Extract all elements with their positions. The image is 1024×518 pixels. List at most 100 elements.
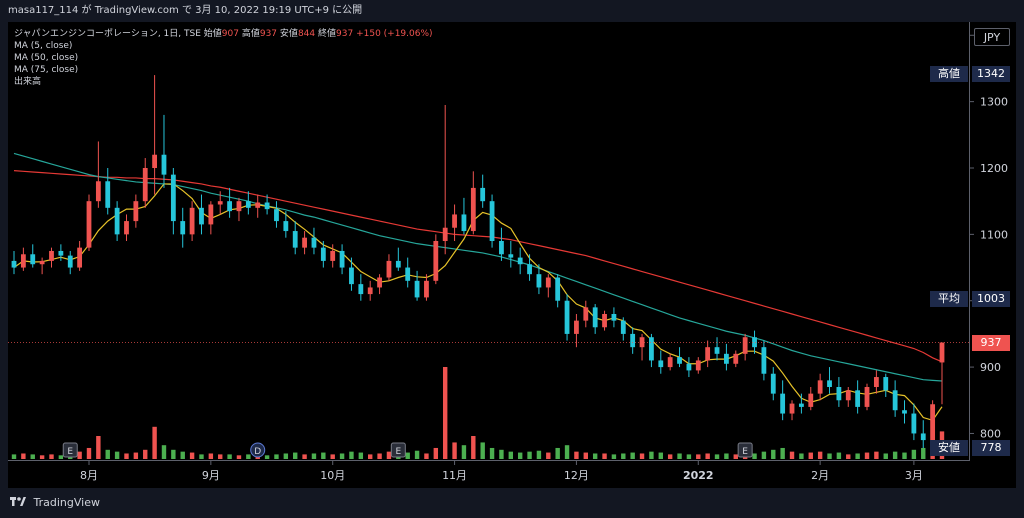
volume-bar bbox=[114, 451, 120, 459]
legend-ma50[interactable]: MA (50, close) bbox=[14, 53, 79, 63]
volume-bar bbox=[639, 453, 645, 459]
candle-body bbox=[892, 390, 898, 411]
volume-bar bbox=[686, 454, 692, 459]
volume-bar bbox=[386, 451, 392, 459]
legend-open-label: 始値 bbox=[203, 29, 222, 39]
plot-pane[interactable]: E D E E ジャパンエンジンコーポレーション, 1日, TSE 始値907 高値9… bbox=[8, 22, 970, 460]
low-value-tag: 778 bbox=[972, 440, 1010, 457]
time-axis[interactable]: 8月 9月 10月 11月 12月 2022 2月 3月 bbox=[8, 460, 970, 488]
candle-body bbox=[405, 267, 411, 281]
event-letter: E bbox=[395, 447, 401, 457]
candle-body bbox=[39, 260, 45, 265]
legend-change: +150 (+19.06%) bbox=[356, 29, 433, 39]
volume-bar bbox=[311, 453, 317, 459]
volume-bar bbox=[39, 455, 45, 459]
candle-body bbox=[902, 410, 907, 414]
candle-body bbox=[236, 201, 242, 212]
ma50-line bbox=[13, 152, 943, 382]
volume-bar bbox=[799, 453, 804, 459]
legend-low-label: 安値 bbox=[279, 29, 298, 39]
legend-volume[interactable]: 出来高 bbox=[14, 77, 42, 87]
candle-body bbox=[227, 201, 232, 212]
volume-bar bbox=[377, 453, 382, 459]
candle-body bbox=[667, 357, 673, 368]
candle-body bbox=[780, 393, 786, 414]
candle-body bbox=[930, 404, 936, 441]
candle-body bbox=[339, 250, 345, 268]
volume-bar bbox=[724, 453, 729, 459]
chart-area[interactable]: E D E E ジャパンエンジンコーポレーション, 1日, TSE 始値907 高値9… bbox=[8, 22, 1016, 488]
legend-ma5[interactable]: MA (5, close) bbox=[14, 41, 73, 51]
volume-bar bbox=[836, 452, 842, 459]
currency-button[interactable]: JPY bbox=[974, 28, 1010, 46]
candle-body bbox=[274, 209, 279, 222]
candle-body bbox=[649, 337, 654, 361]
volume-bar bbox=[583, 452, 588, 459]
legend: ジャパンエンジンコーポレーション, 1日, TSE 始値907 高値937 安値… bbox=[14, 28, 433, 88]
candle-body bbox=[555, 277, 561, 301]
high-label-tag: 高値 bbox=[930, 65, 968, 82]
volume-bar bbox=[349, 451, 354, 459]
candle-body bbox=[170, 174, 176, 222]
candle-body bbox=[583, 307, 589, 321]
volume-bar bbox=[546, 452, 551, 459]
earnings-event-marker[interactable]: E bbox=[62, 442, 78, 458]
event-badge bbox=[390, 442, 406, 458]
candle-body bbox=[133, 201, 139, 222]
candle-body bbox=[564, 300, 570, 334]
candle-body bbox=[330, 250, 336, 261]
volume-bar bbox=[433, 447, 439, 459]
candle-body bbox=[480, 187, 486, 202]
volume-bar bbox=[705, 453, 710, 459]
volume-bar bbox=[780, 447, 785, 459]
publisher-text: masa117_114 が TradingView.com で 3月 10, 2… bbox=[8, 5, 363, 16]
candle-body bbox=[752, 337, 757, 348]
legend-ma75[interactable]: MA (75, close) bbox=[14, 65, 79, 75]
volume-bar bbox=[808, 452, 813, 459]
price-axis[interactable]: 14001300120011001000900800 bbox=[970, 22, 1016, 460]
volume-bar bbox=[96, 436, 101, 459]
y-tick-label: 1200 bbox=[980, 162, 1008, 175]
candle-body bbox=[358, 284, 364, 295]
candle-body bbox=[827, 380, 832, 387]
volume-bar bbox=[733, 454, 738, 459]
candle-body bbox=[77, 247, 83, 268]
earnings-event-marker[interactable]: E bbox=[390, 442, 406, 458]
candle-body bbox=[292, 231, 298, 248]
volume-bar bbox=[452, 442, 457, 459]
candle-body bbox=[517, 257, 523, 265]
ma5-line bbox=[13, 183, 943, 422]
volume-bar bbox=[883, 453, 888, 459]
volume-bar bbox=[827, 453, 832, 459]
candle-body bbox=[189, 207, 195, 235]
x-tick-label: 11月 bbox=[442, 469, 467, 482]
price-axis-ticks: 14001300120011001000900800 bbox=[970, 29, 1008, 440]
volume-bar bbox=[517, 452, 523, 459]
candle-body bbox=[536, 274, 542, 288]
y-tick-label: 900 bbox=[980, 361, 1001, 374]
candle-body bbox=[817, 380, 823, 394]
volume-bar bbox=[86, 447, 92, 459]
volume-bar bbox=[246, 454, 251, 459]
volume-bar bbox=[405, 452, 410, 459]
x-tick-label: 9月 bbox=[202, 469, 220, 482]
y-tick-label: 800 bbox=[980, 427, 1001, 440]
earnings-event-marker[interactable]: E bbox=[737, 442, 753, 458]
volume-bar bbox=[789, 451, 795, 459]
average-label-tag: 平均 bbox=[930, 290, 968, 307]
dividend-event-marker[interactable]: D bbox=[250, 442, 266, 458]
volume-bar bbox=[218, 454, 223, 459]
volume-bar bbox=[696, 454, 701, 459]
candle-body bbox=[367, 287, 373, 295]
candle-body bbox=[349, 267, 354, 285]
candle-body bbox=[452, 214, 457, 228]
candle-body bbox=[658, 360, 664, 368]
candle-body bbox=[864, 387, 870, 407]
volume-bar bbox=[771, 449, 776, 459]
volume-bar bbox=[414, 450, 420, 459]
volume-bar bbox=[189, 452, 195, 459]
volume-bar bbox=[714, 454, 720, 459]
candle-body bbox=[20, 254, 26, 268]
x-tick-label: 8月 bbox=[80, 469, 98, 482]
